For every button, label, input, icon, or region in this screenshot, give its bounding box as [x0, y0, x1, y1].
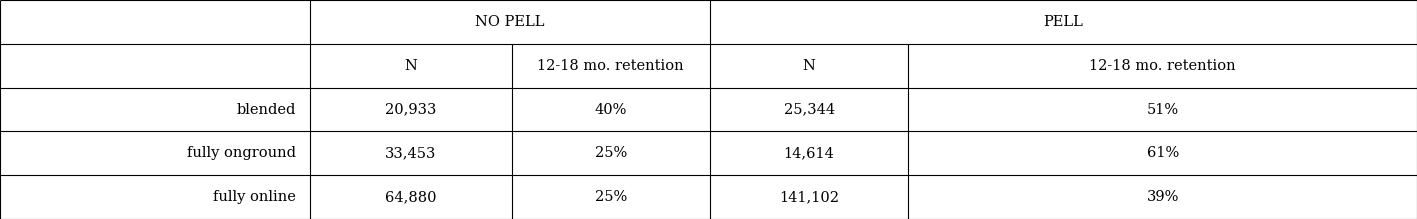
Text: 51%: 51%	[1146, 102, 1179, 117]
Text: 33,453: 33,453	[385, 146, 436, 160]
Text: 61%: 61%	[1146, 146, 1179, 160]
Text: 12-18 mo. retention: 12-18 mo. retention	[537, 59, 684, 73]
Text: 39%: 39%	[1146, 190, 1179, 204]
Text: 40%: 40%	[595, 102, 626, 117]
Text: 25,344: 25,344	[784, 102, 835, 117]
Text: NO PELL: NO PELL	[475, 15, 546, 29]
Text: 141,102: 141,102	[779, 190, 839, 204]
Text: 64,880: 64,880	[385, 190, 436, 204]
Text: N: N	[404, 59, 418, 73]
Text: 20,933: 20,933	[385, 102, 436, 117]
Text: 14,614: 14,614	[784, 146, 835, 160]
Text: blended: blended	[237, 102, 296, 117]
Text: 25%: 25%	[595, 190, 626, 204]
Text: PELL: PELL	[1043, 15, 1084, 29]
Text: 12-18 mo. retention: 12-18 mo. retention	[1090, 59, 1236, 73]
Text: N: N	[802, 59, 816, 73]
Text: 25%: 25%	[595, 146, 626, 160]
Text: fully onground: fully onground	[187, 146, 296, 160]
Text: fully online: fully online	[214, 190, 296, 204]
